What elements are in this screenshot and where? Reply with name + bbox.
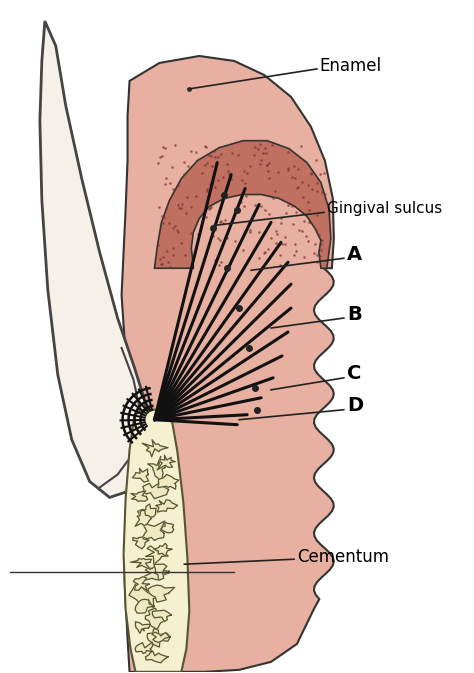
Polygon shape bbox=[137, 504, 156, 519]
Polygon shape bbox=[129, 583, 164, 609]
Polygon shape bbox=[152, 632, 170, 643]
Polygon shape bbox=[152, 610, 171, 621]
Polygon shape bbox=[158, 474, 179, 489]
Polygon shape bbox=[136, 622, 150, 633]
Text: Cementum: Cementum bbox=[297, 548, 389, 566]
Polygon shape bbox=[157, 455, 175, 470]
Polygon shape bbox=[135, 510, 151, 526]
Polygon shape bbox=[142, 439, 168, 457]
Polygon shape bbox=[154, 564, 169, 580]
Polygon shape bbox=[146, 651, 168, 663]
Polygon shape bbox=[135, 600, 154, 613]
Text: A: A bbox=[347, 245, 362, 264]
Polygon shape bbox=[161, 522, 174, 533]
Polygon shape bbox=[154, 543, 172, 557]
Polygon shape bbox=[147, 629, 170, 647]
Text: D: D bbox=[347, 396, 363, 415]
Text: B: B bbox=[347, 305, 362, 324]
Polygon shape bbox=[40, 21, 149, 497]
Polygon shape bbox=[148, 456, 165, 481]
Polygon shape bbox=[131, 491, 148, 501]
Polygon shape bbox=[124, 410, 189, 672]
Text: C: C bbox=[347, 364, 361, 384]
Polygon shape bbox=[135, 642, 153, 653]
Polygon shape bbox=[146, 546, 168, 564]
Polygon shape bbox=[143, 483, 169, 499]
Polygon shape bbox=[132, 468, 149, 482]
Polygon shape bbox=[121, 56, 334, 672]
Polygon shape bbox=[148, 585, 174, 602]
Text: Enamel: Enamel bbox=[319, 57, 381, 75]
Polygon shape bbox=[133, 577, 149, 591]
Text: Gingival sulcus: Gingival sulcus bbox=[327, 201, 442, 216]
Polygon shape bbox=[156, 500, 177, 512]
Polygon shape bbox=[142, 521, 165, 540]
Polygon shape bbox=[146, 608, 165, 629]
Polygon shape bbox=[130, 559, 151, 569]
Polygon shape bbox=[133, 537, 149, 548]
Polygon shape bbox=[142, 565, 168, 580]
Polygon shape bbox=[155, 141, 331, 269]
